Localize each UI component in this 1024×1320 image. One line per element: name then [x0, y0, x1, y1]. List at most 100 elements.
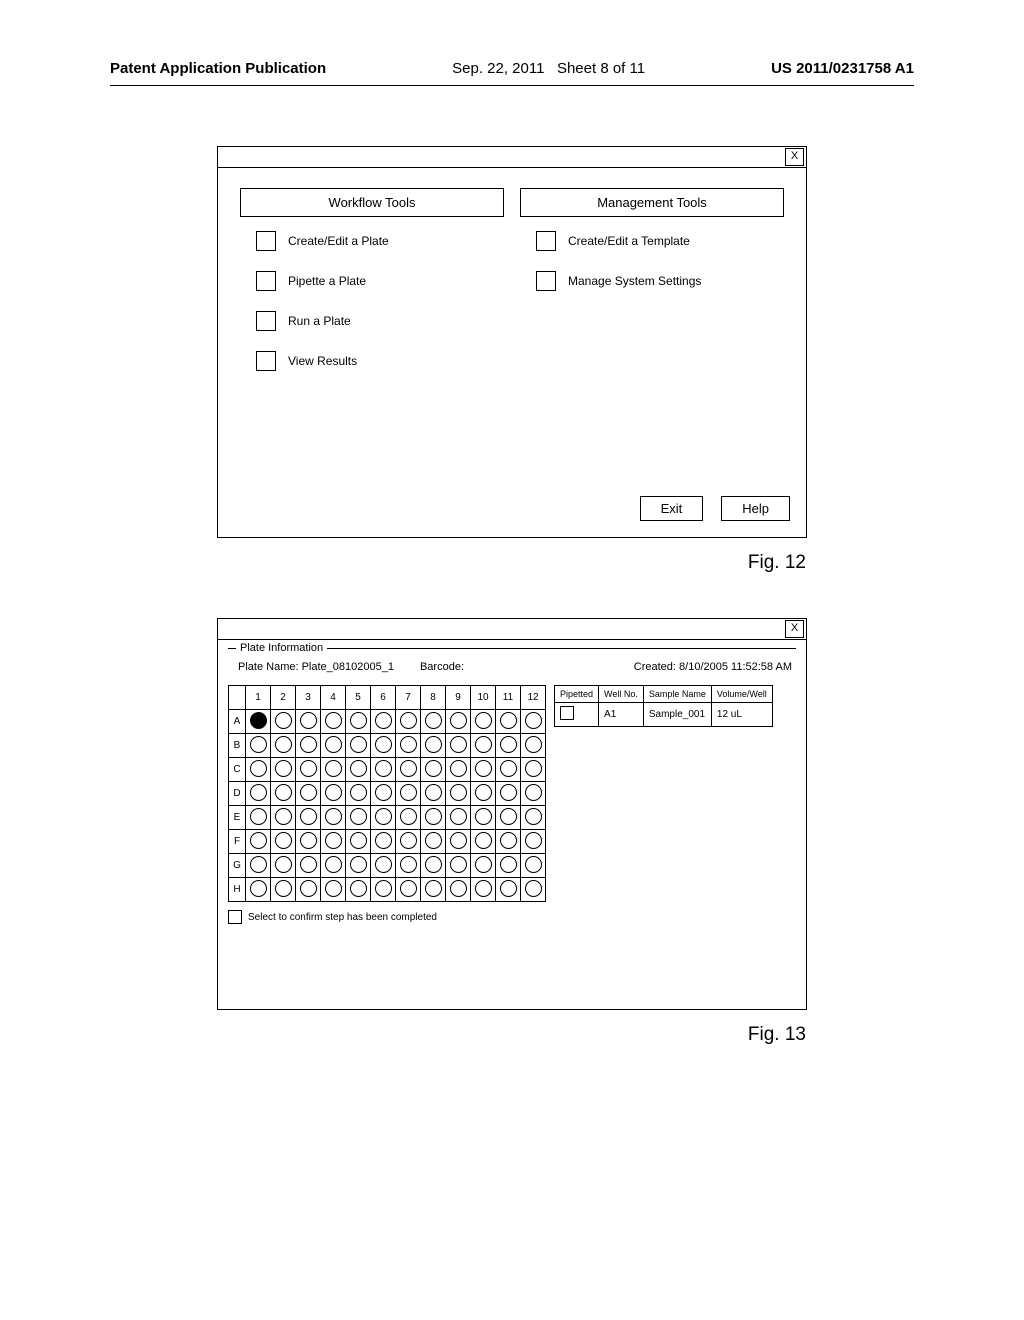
well-C6[interactable]	[371, 758, 396, 782]
well-D11[interactable]	[496, 782, 521, 806]
well-A5[interactable]	[346, 710, 371, 734]
well-E4[interactable]	[321, 806, 346, 830]
well-D9[interactable]	[446, 782, 471, 806]
well-B8[interactable]	[421, 734, 446, 758]
well-D3[interactable]	[296, 782, 321, 806]
well-H5[interactable]	[346, 878, 371, 902]
checkbox-icon[interactable]	[256, 351, 276, 371]
well-F2[interactable]	[271, 830, 296, 854]
well-B4[interactable]	[321, 734, 346, 758]
well-C4[interactable]	[321, 758, 346, 782]
help-button[interactable]: Help	[721, 496, 790, 521]
well-C1[interactable]	[246, 758, 271, 782]
well-A6[interactable]	[371, 710, 396, 734]
well-B2[interactable]	[271, 734, 296, 758]
well-B12[interactable]	[521, 734, 546, 758]
exit-button[interactable]: Exit	[640, 496, 704, 521]
well-F9[interactable]	[446, 830, 471, 854]
checkbox-icon[interactable]	[536, 231, 556, 251]
view-results-item[interactable]: View Results	[256, 351, 504, 371]
well-C2[interactable]	[271, 758, 296, 782]
well-F7[interactable]	[396, 830, 421, 854]
checkbox-icon[interactable]	[228, 910, 242, 924]
well-B3[interactable]	[296, 734, 321, 758]
well-A1[interactable]	[246, 710, 271, 734]
well-G7[interactable]	[396, 854, 421, 878]
well-E6[interactable]	[371, 806, 396, 830]
well-E8[interactable]	[421, 806, 446, 830]
well-H7[interactable]	[396, 878, 421, 902]
well-D10[interactable]	[471, 782, 496, 806]
checkbox-icon[interactable]	[256, 231, 276, 251]
well-G3[interactable]	[296, 854, 321, 878]
create-edit-template-item[interactable]: Create/Edit a Template	[536, 231, 784, 251]
well-D12[interactable]	[521, 782, 546, 806]
well-F4[interactable]	[321, 830, 346, 854]
well-F11[interactable]	[496, 830, 521, 854]
well-F6[interactable]	[371, 830, 396, 854]
plate-grid[interactable]: 123456789101112ABCDEFGH	[228, 685, 546, 902]
well-A2[interactable]	[271, 710, 296, 734]
well-H6[interactable]	[371, 878, 396, 902]
well-E3[interactable]	[296, 806, 321, 830]
well-H4[interactable]	[321, 878, 346, 902]
close-icon[interactable]: X	[785, 148, 804, 166]
well-B1[interactable]	[246, 734, 271, 758]
well-C7[interactable]	[396, 758, 421, 782]
well-A9[interactable]	[446, 710, 471, 734]
well-A11[interactable]	[496, 710, 521, 734]
well-D1[interactable]	[246, 782, 271, 806]
well-D2[interactable]	[271, 782, 296, 806]
well-G9[interactable]	[446, 854, 471, 878]
well-A4[interactable]	[321, 710, 346, 734]
well-H9[interactable]	[446, 878, 471, 902]
well-E5[interactable]	[346, 806, 371, 830]
well-A10[interactable]	[471, 710, 496, 734]
well-G2[interactable]	[271, 854, 296, 878]
well-B6[interactable]	[371, 734, 396, 758]
well-F1[interactable]	[246, 830, 271, 854]
well-E7[interactable]	[396, 806, 421, 830]
checkbox-icon[interactable]	[256, 271, 276, 291]
well-D8[interactable]	[421, 782, 446, 806]
well-C3[interactable]	[296, 758, 321, 782]
well-E1[interactable]	[246, 806, 271, 830]
close-icon[interactable]: X	[785, 620, 804, 638]
well-G10[interactable]	[471, 854, 496, 878]
well-A8[interactable]	[421, 710, 446, 734]
well-F3[interactable]	[296, 830, 321, 854]
well-H12[interactable]	[521, 878, 546, 902]
well-C5[interactable]	[346, 758, 371, 782]
well-B7[interactable]	[396, 734, 421, 758]
well-E10[interactable]	[471, 806, 496, 830]
well-E11[interactable]	[496, 806, 521, 830]
well-A7[interactable]	[396, 710, 421, 734]
pipette-plate-item[interactable]: Pipette a Plate	[256, 271, 504, 291]
well-G11[interactable]	[496, 854, 521, 878]
well-D4[interactable]	[321, 782, 346, 806]
well-A3[interactable]	[296, 710, 321, 734]
well-H10[interactable]	[471, 878, 496, 902]
well-C9[interactable]	[446, 758, 471, 782]
well-H11[interactable]	[496, 878, 521, 902]
run-plate-item[interactable]: Run a Plate	[256, 311, 504, 331]
well-E2[interactable]	[271, 806, 296, 830]
well-H3[interactable]	[296, 878, 321, 902]
well-G4[interactable]	[321, 854, 346, 878]
well-A12[interactable]	[521, 710, 546, 734]
well-E9[interactable]	[446, 806, 471, 830]
well-C8[interactable]	[421, 758, 446, 782]
well-B5[interactable]	[346, 734, 371, 758]
well-E12[interactable]	[521, 806, 546, 830]
well-G12[interactable]	[521, 854, 546, 878]
well-G8[interactable]	[421, 854, 446, 878]
well-G5[interactable]	[346, 854, 371, 878]
checkbox-icon[interactable]	[560, 706, 574, 720]
well-H1[interactable]	[246, 878, 271, 902]
well-F5[interactable]	[346, 830, 371, 854]
well-C11[interactable]	[496, 758, 521, 782]
well-B11[interactable]	[496, 734, 521, 758]
well-H8[interactable]	[421, 878, 446, 902]
well-C10[interactable]	[471, 758, 496, 782]
well-G1[interactable]	[246, 854, 271, 878]
